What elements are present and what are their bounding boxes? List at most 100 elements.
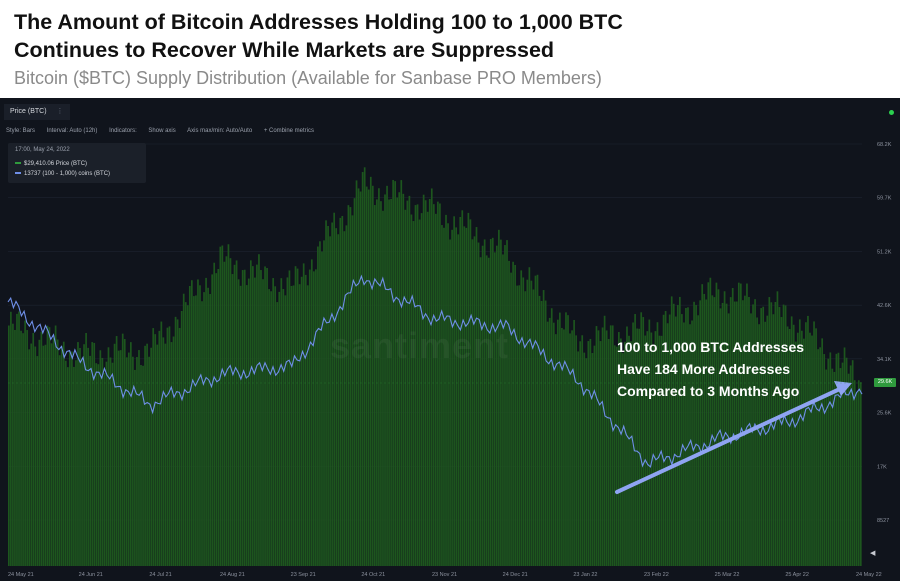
price-bar — [398, 192, 401, 566]
price-bar — [768, 297, 771, 566]
price-bar — [796, 332, 799, 566]
price-bar — [73, 366, 75, 566]
show-axis-toggle[interactable]: Show axis — [148, 128, 176, 134]
price-bar — [95, 363, 98, 566]
price-bar — [146, 343, 148, 566]
interval-selector[interactable]: Interval: Auto (12h) — [46, 128, 98, 134]
style-selector[interactable]: Style: Bars — [6, 128, 36, 134]
price-bar — [634, 314, 636, 566]
price-bar — [664, 310, 667, 566]
price-bar — [465, 227, 468, 567]
price-bar — [573, 319, 575, 566]
price-bar — [536, 274, 539, 566]
price-bar — [274, 286, 277, 566]
price-bar — [150, 347, 153, 566]
price-bar — [849, 365, 852, 566]
price-bar — [449, 239, 451, 566]
price-bar — [160, 321, 163, 566]
price-bar — [91, 342, 94, 566]
price-bar — [374, 205, 376, 566]
price-bar — [821, 338, 824, 566]
price-bar — [280, 278, 283, 566]
price-bar — [81, 358, 83, 566]
price-bar — [365, 186, 368, 566]
price-bar — [439, 203, 441, 566]
price-bar — [396, 197, 399, 566]
price-bar — [353, 198, 356, 566]
price-bar — [489, 239, 492, 566]
price-bar — [707, 282, 710, 566]
price-bar — [300, 276, 303, 566]
price-bar — [335, 228, 338, 567]
price-bar — [414, 205, 417, 566]
price-bar — [378, 188, 380, 566]
tooltip-date: 17:00, May 24, 2022 — [15, 147, 70, 153]
price-bar — [85, 332, 87, 566]
price-bar — [451, 229, 453, 566]
x-tick-label: 24 Oct 21 — [361, 572, 385, 578]
price-bar — [801, 330, 803, 566]
price-bar — [713, 297, 716, 566]
price-bar — [331, 222, 333, 566]
price-bar — [256, 264, 258, 566]
price-bar — [481, 245, 484, 566]
price-bar — [298, 284, 301, 566]
price-bar — [213, 262, 216, 566]
x-tick-label: 24 May 22 — [856, 572, 882, 578]
axis-minmax-selector[interactable]: Axis max/min: Auto/Auto — [187, 128, 253, 134]
price-bar — [622, 353, 624, 566]
price-bar — [437, 201, 439, 566]
price-bar — [223, 261, 226, 566]
price-bar — [186, 305, 189, 566]
price-bar — [459, 216, 462, 566]
price-bar — [154, 334, 157, 566]
tab-menu-icon[interactable]: ⋮ — [56, 108, 64, 115]
price-bar — [626, 326, 628, 566]
price-bar — [817, 349, 819, 566]
x-tick-label: 23 Feb 22 — [644, 572, 669, 578]
combine-metrics-button[interactable]: + Combine metrics — [263, 128, 315, 134]
price-bar — [772, 314, 775, 566]
price-bar — [691, 320, 693, 566]
x-tick-label: 24 Dec 21 — [503, 572, 528, 578]
price-bar — [199, 285, 201, 566]
price-bar — [343, 231, 346, 566]
price-bar — [630, 341, 632, 566]
tooltip-price-row: $29,410.06 Price (BTC) — [15, 161, 87, 167]
price-bar — [426, 211, 429, 566]
price-bar — [563, 329, 565, 566]
price-bar — [225, 256, 228, 566]
price-bar — [581, 335, 584, 566]
price-bar — [266, 267, 268, 566]
price-bar — [786, 326, 789, 566]
price-bar — [548, 317, 551, 566]
price-bar — [341, 215, 344, 566]
price-bar — [670, 296, 673, 566]
price-bar — [44, 344, 47, 566]
price-bar — [410, 214, 413, 566]
price-bar — [758, 324, 760, 566]
tab-price-btc[interactable]: Price (BTC) ⋮ — [4, 104, 70, 120]
price-bar — [703, 293, 706, 566]
price-bar — [262, 279, 264, 566]
price-bar — [66, 367, 69, 566]
price-bar — [831, 368, 834, 566]
price-bar — [325, 220, 327, 566]
price-bar — [16, 313, 18, 566]
indicators-selector[interactable]: Indicators: — [109, 128, 137, 134]
y-tick-label: 59.7K — [877, 196, 892, 202]
price-bar — [467, 212, 470, 566]
scroll-left-icon[interactable]: ◀ — [870, 550, 876, 557]
price-bar — [32, 332, 35, 566]
price-bar — [735, 301, 738, 566]
price-bar — [79, 347, 81, 566]
price-bar — [546, 321, 549, 566]
y-tick-label: 51.2K — [877, 249, 892, 255]
price-bar — [30, 343, 33, 566]
price-bar — [534, 275, 537, 566]
price-bar — [231, 274, 234, 566]
price-bar — [750, 313, 752, 566]
price-bar — [752, 304, 754, 566]
price-bar — [685, 307, 687, 566]
price-bar — [471, 239, 474, 566]
